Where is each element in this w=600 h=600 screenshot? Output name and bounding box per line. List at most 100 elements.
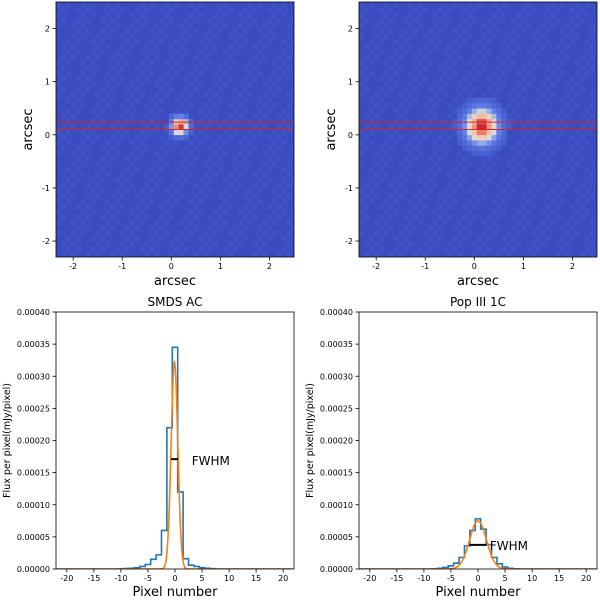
image-pixel: [403, 39, 409, 45]
image-pixel: [139, 246, 145, 252]
image-pixel: [85, 134, 91, 141]
image-pixel: [422, 172, 428, 178]
image-pixel: [457, 241, 463, 247]
image-pixel: [535, 225, 541, 231]
image-pixel: [359, 81, 365, 88]
image-pixel: [183, 97, 189, 104]
image-pixel: [462, 87, 468, 93]
image-pixel: [159, 177, 165, 183]
image-pixel: [159, 214, 165, 221]
image-pixel: [378, 246, 384, 252]
image-pixel: [178, 230, 184, 237]
image-pixel: [105, 230, 111, 237]
image-pixel: [291, 87, 294, 93]
image-pixel: [60, 76, 67, 82]
image-pixel: [359, 23, 365, 29]
image-pixel: [242, 39, 248, 45]
image-pixel: [466, 81, 473, 88]
image-pixel: [168, 193, 175, 199]
image-pixel: [80, 129, 86, 136]
image-pixel: [373, 172, 379, 178]
image-pixel: [393, 108, 399, 114]
image-pixel: [193, 214, 199, 221]
image-pixel: [535, 246, 541, 252]
image-pixel: [95, 55, 101, 61]
image-pixel: [476, 49, 482, 56]
image-pixel: [119, 76, 125, 82]
image-pixel: [213, 33, 219, 40]
image-pixel: [535, 187, 541, 194]
image-pixel: [476, 150, 482, 157]
image-pixel: [85, 87, 91, 93]
y-tick-label: 0.00025: [17, 404, 50, 413]
image-pixel: [163, 150, 170, 157]
image-pixel: [496, 129, 502, 136]
image-pixel: [417, 23, 424, 29]
image-pixel: [516, 12, 522, 19]
image-pixel: [271, 150, 278, 157]
image-pixel: [80, 219, 86, 226]
image-pixel: [555, 17, 561, 24]
image-pixel: [408, 44, 414, 51]
image-pixel: [378, 203, 384, 210]
image-pixel: [491, 129, 497, 136]
image-pixel: [481, 55, 487, 61]
image-pixel: [383, 2, 389, 8]
image-pixel: [412, 225, 419, 231]
image-pixel: [159, 76, 165, 82]
image-pixel: [545, 39, 551, 45]
image-pixel: [252, 241, 258, 247]
image-pixel: [271, 23, 278, 29]
image-pixel: [525, 209, 532, 215]
image-pixel: [486, 129, 492, 136]
image-pixel: [163, 71, 170, 77]
image-pixel: [119, 44, 125, 51]
image-pixel: [584, 140, 590, 146]
image-pixel: [560, 71, 566, 77]
image-pixel: [368, 39, 375, 45]
chart-title: SMDS AC: [147, 295, 202, 309]
image-pixel: [286, 102, 292, 109]
image-pixel: [363, 7, 370, 13]
image-pixel: [159, 108, 165, 114]
image-pixel: [227, 65, 233, 72]
image-pixel: [237, 23, 243, 29]
image-pixel: [462, 203, 468, 210]
image-pixel: [247, 219, 253, 226]
image-pixel: [100, 17, 106, 24]
image-pixel: [457, 172, 463, 178]
image-pixel: [70, 182, 76, 189]
image-pixel: [65, 235, 72, 242]
image-pixel: [237, 219, 243, 226]
image-pixel: [516, 230, 522, 237]
image-pixel: [579, 193, 586, 199]
image-pixel: [193, 203, 199, 210]
image-pixel: [129, 81, 135, 88]
image-pixel: [109, 156, 116, 162]
image-pixel: [291, 145, 294, 152]
image-pixel: [555, 145, 561, 152]
image-pixel: [262, 161, 268, 167]
image-pixel: [183, 17, 189, 24]
image-pixel: [506, 92, 512, 98]
image-pixel: [154, 113, 160, 120]
image-pixel: [486, 28, 492, 35]
image-pixel: [105, 33, 111, 40]
image-pixel: [267, 166, 273, 173]
image-pixel: [114, 12, 121, 19]
image-pixel: [178, 23, 184, 29]
image-pixel: [281, 187, 287, 194]
image-pixel: [168, 241, 175, 247]
image-pixel: [570, 108, 576, 114]
image-pixel: [114, 187, 121, 194]
image-pixel: [466, 23, 473, 29]
image-pixel: [520, 97, 527, 104]
image-pixel: [574, 198, 581, 205]
image-pixel: [286, 55, 292, 61]
image-pixel: [511, 225, 517, 231]
image-pixel: [476, 198, 482, 205]
image-pixel: [363, 145, 370, 152]
image-pixel: [217, 124, 224, 130]
image-pixel: [496, 251, 502, 257]
image-pixel: [75, 235, 81, 242]
